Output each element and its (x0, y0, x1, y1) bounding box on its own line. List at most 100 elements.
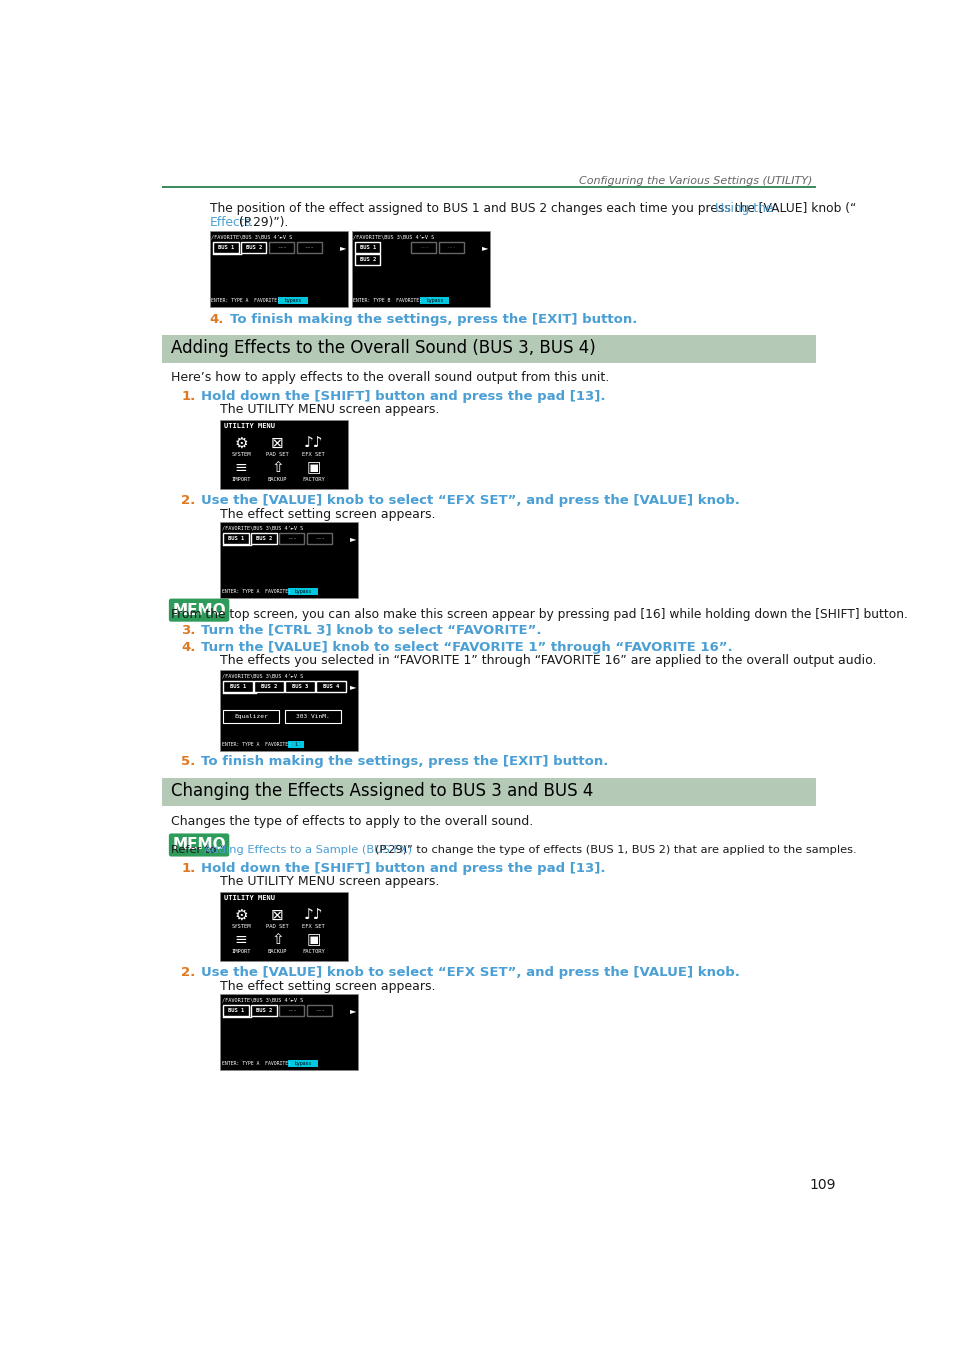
Text: (P.29)”).: (P.29)”). (239, 216, 289, 228)
Text: IMPORT: IMPORT (231, 477, 251, 482)
Text: 303 VinM.: 303 VinM. (295, 714, 330, 720)
Bar (438, 242, 464, 252)
Text: Turn the [VALUE] knob to select “FAVORITE 1” through “FAVORITE 16”.: Turn the [VALUE] knob to select “FAVORIT… (200, 641, 732, 653)
Text: EFX SET: EFX SET (302, 452, 325, 458)
FancyBboxPatch shape (169, 833, 229, 856)
Text: 4.: 4. (210, 313, 224, 327)
Text: From the top screen, you can also make this screen appear by pressing pad [16] w: From the top screen, you can also make t… (171, 609, 907, 621)
Text: BUS 2: BUS 2 (255, 536, 272, 541)
Text: ►: ► (339, 243, 346, 252)
Text: Use the [VALUE] knob to select “EFX SET”, and press the [VALUE] knob.: Use the [VALUE] knob to select “EFX SET”… (200, 494, 739, 508)
Text: BUS 1: BUS 1 (217, 244, 233, 250)
Text: Here’s how to apply effects to the overall sound output from this unit.: Here’s how to apply effects to the overa… (171, 371, 609, 385)
Bar (220, 420, 348, 489)
Text: FACTORY: FACTORY (302, 477, 325, 482)
Text: ---: --- (276, 244, 286, 250)
Text: BUS 4: BUS 4 (322, 684, 338, 688)
Bar (220, 892, 348, 961)
Text: BACKUP: BACKUP (268, 477, 287, 482)
Bar (288, 587, 317, 595)
Text: ---: --- (418, 244, 428, 250)
Text: Turn the [CTRL 3] knob to select “FAVORITE”.: Turn the [CTRL 3] knob to select “FAVORI… (200, 624, 540, 637)
Bar (355, 242, 380, 252)
Text: SYSTEM: SYSTEM (231, 452, 251, 458)
Text: MEMO: MEMO (172, 602, 226, 618)
Text: BUS 3: BUS 3 (292, 684, 308, 688)
Text: ►: ► (350, 1006, 356, 1015)
Text: The UTILITY MENU screen appears.: The UTILITY MENU screen appears. (220, 404, 439, 416)
Text: ⚙: ⚙ (233, 436, 248, 451)
Bar (278, 533, 304, 544)
Bar (269, 242, 294, 252)
Bar (223, 1006, 249, 1017)
Bar (285, 680, 314, 691)
Bar (352, 231, 489, 306)
Bar (223, 533, 249, 544)
Text: To finish making the settings, press the [EXIT] button.: To finish making the settings, press the… (230, 313, 637, 327)
Text: ▣: ▣ (306, 460, 320, 475)
Bar (288, 741, 303, 748)
Text: BUS 2: BUS 2 (359, 258, 375, 262)
Text: 2.: 2. (181, 967, 195, 979)
Text: (P.29)” to change the type of effects (BUS 1, BUS 2) that are applied to the sam: (P.29)” to change the type of effects (B… (375, 845, 856, 855)
Bar (241, 242, 266, 252)
Text: The effect setting screen appears.: The effect setting screen appears. (220, 980, 435, 994)
Bar (288, 1060, 317, 1066)
Text: The effects you selected in “FAVORITE 1” through “FAVORITE 16” are applied to th: The effects you selected in “FAVORITE 1”… (220, 655, 876, 667)
Bar (162, 335, 815, 363)
Bar (253, 680, 283, 691)
Text: BUS 2: BUS 2 (260, 684, 276, 688)
Text: ♪♪: ♪♪ (304, 436, 323, 451)
Text: 2.: 2. (181, 494, 195, 508)
Bar (296, 242, 322, 252)
Text: bypass: bypass (284, 298, 301, 304)
Text: ♪♪: ♪♪ (304, 907, 323, 922)
Text: Effects: Effects (210, 216, 252, 228)
Text: /FAVORITE\BUS 3\BUS 4’►V S: /FAVORITE\BUS 3\BUS 4’►V S (353, 234, 435, 239)
Text: ⊠: ⊠ (271, 907, 283, 922)
Text: 5.: 5. (181, 755, 195, 768)
Text: Changing the Effects Assigned to BUS 3 and BUS 4: Changing the Effects Assigned to BUS 3 a… (171, 782, 593, 801)
Text: PAD SET: PAD SET (266, 452, 289, 458)
Text: 3.: 3. (181, 624, 195, 637)
Text: Using the: Using the (715, 201, 773, 215)
Text: Changes the type of effects to apply to the overall sound.: Changes the type of effects to apply to … (171, 814, 533, 828)
Text: ---: --- (287, 536, 296, 541)
Text: MEMO: MEMO (172, 837, 226, 852)
Text: The effect setting screen appears.: The effect setting screen appears. (220, 508, 435, 521)
Text: bypass: bypass (294, 589, 312, 594)
Text: ⇧: ⇧ (271, 460, 283, 475)
Text: 4.: 4. (181, 641, 195, 653)
Text: UTILITY MENU: UTILITY MENU (224, 895, 274, 900)
Bar (162, 778, 815, 806)
Text: SYSTEM: SYSTEM (231, 925, 251, 929)
Text: To finish making the settings, press the [EXIT] button.: To finish making the settings, press the… (200, 755, 607, 768)
Bar (220, 522, 357, 598)
Bar (162, 186, 815, 188)
Text: ▣: ▣ (306, 933, 320, 948)
Text: /FAVORITE\BUS 3\BUS 4’►V S: /FAVORITE\BUS 3\BUS 4’►V S (221, 998, 302, 1002)
Text: /FAVORITE\BUS 3\BUS 4’►V S: /FAVORITE\BUS 3\BUS 4’►V S (212, 234, 293, 239)
Bar (307, 1006, 332, 1017)
Text: ---: --- (314, 536, 324, 541)
Text: ENTER: TYPE A  FAVORITE:: ENTER: TYPE A FAVORITE: (221, 589, 291, 594)
Text: ⇧: ⇧ (271, 933, 283, 948)
Text: Configuring the Various Settings (UTILITY): Configuring the Various Settings (UTILIT… (578, 177, 812, 186)
Text: ►: ► (350, 535, 356, 543)
Text: Adding Effects to the Overall Sound (BUS 3, BUS 4): Adding Effects to the Overall Sound (BUS… (171, 339, 596, 358)
Bar (220, 995, 357, 1069)
Text: ►: ► (350, 682, 356, 691)
Bar (285, 710, 340, 722)
Text: ENTER: TYPE A  FAVORITE:: ENTER: TYPE A FAVORITE: (221, 743, 291, 748)
Text: BUS 1: BUS 1 (228, 536, 244, 541)
Text: ---: --- (287, 1008, 296, 1012)
Text: 1.: 1. (181, 390, 195, 404)
Bar (223, 710, 278, 722)
Bar (278, 1006, 304, 1017)
Bar (315, 680, 345, 691)
Bar (210, 231, 348, 306)
Text: Hold down the [SHIFT] button and press the pad [13].: Hold down the [SHIFT] button and press t… (200, 390, 604, 404)
Text: PAD SET: PAD SET (266, 925, 289, 929)
Text: ENTER: TYPE A  FAVORITE:: ENTER: TYPE A FAVORITE: (212, 298, 280, 304)
Text: ≡: ≡ (234, 460, 247, 475)
